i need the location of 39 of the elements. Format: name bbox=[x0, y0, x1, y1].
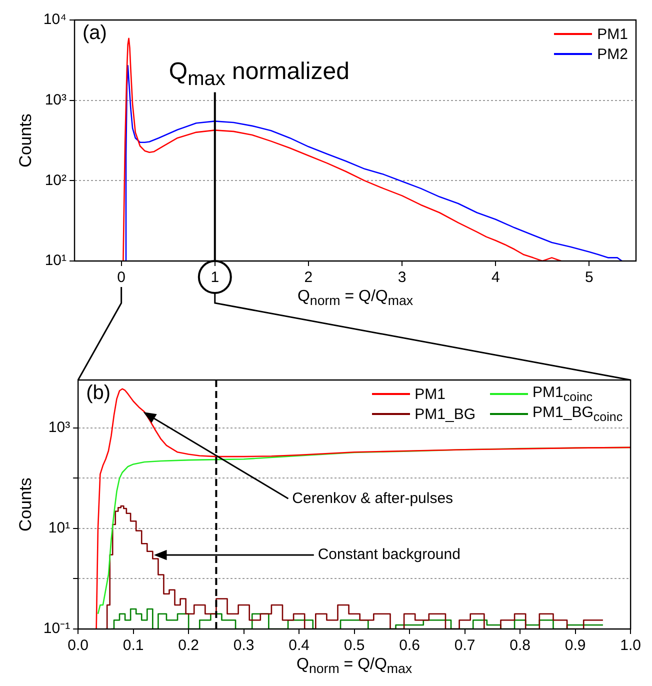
y-tick-label: 10¹ bbox=[44, 252, 67, 270]
x-tick-label: 0.6 bbox=[399, 637, 420, 654]
y-tick-label: 10⁴ bbox=[43, 11, 67, 28]
x-tick-label: 0 bbox=[117, 269, 126, 286]
y-tick-label: 10¹ bbox=[48, 520, 70, 537]
annotation: (b) bbox=[86, 382, 111, 405]
annotation: Cerenkov & after-pulses bbox=[292, 488, 454, 509]
x-tick-label: 0.9 bbox=[564, 637, 586, 654]
y-tick-label: 10⁻¹ bbox=[43, 620, 70, 638]
y-tick-label: 10² bbox=[44, 172, 67, 189]
x-axis-title: Q$_{norm}$ = Q/Q$_{max}$ bbox=[296, 288, 414, 308]
x-tick-label: 0.8 bbox=[510, 637, 531, 654]
y-axis-title: Counts bbox=[16, 478, 35, 532]
annotation: Constant background bbox=[318, 545, 460, 566]
x-tick-label: 5 bbox=[585, 269, 594, 286]
x-tick-label: 0.1 bbox=[122, 637, 144, 654]
annotation: (a) bbox=[82, 22, 107, 45]
legend-label: PM1 bbox=[597, 26, 628, 42]
legend-label: PM2 bbox=[597, 46, 628, 62]
y-axis-title: Counts bbox=[16, 114, 35, 168]
x-tick-label: 0.5 bbox=[344, 637, 365, 654]
x-tick-label: 1 bbox=[210, 269, 220, 286]
legend-label: PM1 bbox=[414, 386, 446, 402]
x-tick-label: 4 bbox=[491, 269, 500, 286]
x-tick-label: 1.0 bbox=[620, 637, 642, 654]
x-tick-label: 0.7 bbox=[454, 637, 476, 654]
x-tick-label: 0.0 bbox=[68, 637, 89, 654]
x-tick-label: 2 bbox=[304, 269, 313, 286]
x-tick-label: 3 bbox=[398, 269, 406, 286]
legend-label: PM1_BG bbox=[414, 406, 476, 422]
legend-label: PM1$_{coinc}$ bbox=[532, 384, 593, 404]
ref-line-label: Q$_{max}$ normalized bbox=[168, 58, 350, 92]
x-tick-label: 0.4 bbox=[288, 637, 310, 654]
x-tick-label: 0.3 bbox=[233, 637, 254, 654]
y-tick-label: 10³ bbox=[44, 91, 67, 108]
legend-label: PM1_BG$_{coinc}$ bbox=[532, 404, 623, 424]
x-axis-title: Q$_{norm}$ = Q/Q$_{max}$ bbox=[296, 656, 414, 676]
y-tick-label: 10³ bbox=[48, 419, 70, 436]
x-tick-label: 0.2 bbox=[178, 637, 200, 654]
